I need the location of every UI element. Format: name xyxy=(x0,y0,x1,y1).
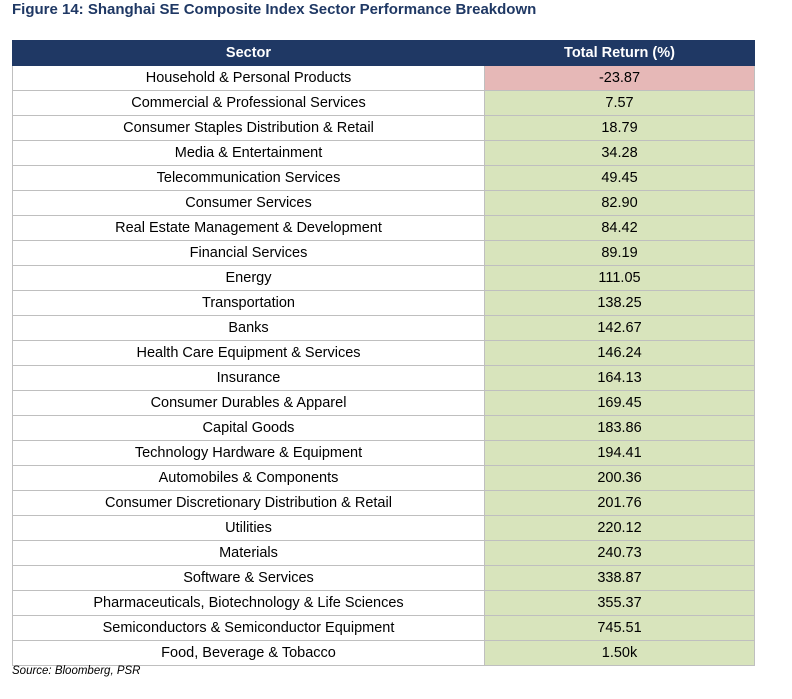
sector-name-cell: Consumer Durables & Apparel xyxy=(12,390,485,416)
total-return-cell: 355.37 xyxy=(484,590,755,616)
sector-name-cell: Materials xyxy=(12,540,485,566)
sector-name-cell: Banks xyxy=(12,315,485,341)
total-return-cell: 49.45 xyxy=(484,165,755,191)
table-row: Commercial & Professional Services 7.57 xyxy=(12,90,755,116)
table-row: Consumer Staples Distribution & Retail 18… xyxy=(12,115,755,141)
table-row: Consumer Discretionary Distribution & Re… xyxy=(12,490,755,516)
sector-name-cell: Automobiles & Components xyxy=(12,465,485,491)
table-row: Capital Goods 183.86 xyxy=(12,415,755,441)
total-return-cell: 169.45 xyxy=(484,390,755,416)
total-return-cell: 84.42 xyxy=(484,215,755,241)
total-return-cell: 194.41 xyxy=(484,440,755,466)
table-row: Pharmaceuticals, Biotechnology & Life Sc… xyxy=(12,590,755,616)
table-row: Health Care Equipment & Services 146.24 xyxy=(12,340,755,366)
table-row: Software & Services 338.87 xyxy=(12,565,755,591)
table-header-row: Sector Total Return (%) xyxy=(12,40,755,66)
sector-name-cell: Food, Beverage & Tobacco xyxy=(12,640,485,666)
sector-name-cell: Semiconductors & Semiconductor Equipment xyxy=(12,615,485,641)
total-return-cell: 111.05 xyxy=(484,265,755,291)
total-return-cell: -23.87 xyxy=(484,65,755,91)
sector-name-cell: Energy xyxy=(12,265,485,291)
figure-title: Figure 14: Shanghai SE Composite Index S… xyxy=(12,1,537,18)
total-return-cell: 201.76 xyxy=(484,490,755,516)
table-row: Telecommunication Services 49.45 xyxy=(12,165,755,191)
table-row: Energy 111.05 xyxy=(12,265,755,291)
total-return-cell: 200.36 xyxy=(484,465,755,491)
source-note: Source: Bloomberg, PSR xyxy=(12,665,141,677)
table-row: Technology Hardware & Equipment 194.41 xyxy=(12,440,755,466)
table-row: Materials 240.73 xyxy=(12,540,755,566)
table-row: Utilities 220.12 xyxy=(12,515,755,541)
total-return-cell: 240.73 xyxy=(484,540,755,566)
sector-performance-table: Sector Total Return (%) Household & Pers… xyxy=(12,40,755,666)
total-return-cell: 82.90 xyxy=(484,190,755,216)
sector-name-cell: Consumer Services xyxy=(12,190,485,216)
sector-name-cell: Commercial & Professional Services xyxy=(12,90,485,116)
total-return-cell: 18.79 xyxy=(484,115,755,141)
table-row: Consumer Services 82.90 xyxy=(12,190,755,216)
total-return-cell: 220.12 xyxy=(484,515,755,541)
sector-name-cell: Transportation xyxy=(12,290,485,316)
total-return-cell: 34.28 xyxy=(484,140,755,166)
table-row: Consumer Durables & Apparel 169.45 xyxy=(12,390,755,416)
table-row: Food, Beverage & Tobacco 1.50k xyxy=(12,640,755,666)
sector-name-cell: Insurance xyxy=(12,365,485,391)
sector-name-cell: Real Estate Management & Development xyxy=(12,215,485,241)
total-return-cell: 142.67 xyxy=(484,315,755,341)
total-return-cell: 338.87 xyxy=(484,565,755,591)
table-row: Semiconductors & Semiconductor Equipment… xyxy=(12,615,755,641)
total-return-cell: 146.24 xyxy=(484,340,755,366)
table-row: Media & Entertainment 34.28 xyxy=(12,140,755,166)
table-row: Banks 142.67 xyxy=(12,315,755,341)
table-row: Real Estate Management & Development 84.4… xyxy=(12,215,755,241)
sector-name-cell: Household & Personal Products xyxy=(12,65,485,91)
sector-name-cell: Utilities xyxy=(12,515,485,541)
table-row: Automobiles & Components 200.36 xyxy=(12,465,755,491)
header-sector: Sector xyxy=(12,40,485,66)
sector-name-cell: Media & Entertainment xyxy=(12,140,485,166)
sector-name-cell: Technology Hardware & Equipment xyxy=(12,440,485,466)
table-row: Household & Personal Products -23.87 xyxy=(12,65,755,91)
sector-name-cell: Consumer Staples Distribution & Retail xyxy=(12,115,485,141)
table-row: Insurance 164.13 xyxy=(12,365,755,391)
sector-name-cell: Health Care Equipment & Services xyxy=(12,340,485,366)
sector-name-cell: Pharmaceuticals, Biotechnology & Life Sc… xyxy=(12,590,485,616)
sector-name-cell: Financial Services xyxy=(12,240,485,266)
table-row: Financial Services 89.19 xyxy=(12,240,755,266)
header-total-return: Total Return (%) xyxy=(484,40,755,66)
total-return-cell: 164.13 xyxy=(484,365,755,391)
table-body: Household & Personal Products -23.87 Comme… xyxy=(12,65,755,666)
total-return-cell: 89.19 xyxy=(484,240,755,266)
total-return-cell: 745.51 xyxy=(484,615,755,641)
sector-name-cell: Capital Goods xyxy=(12,415,485,441)
table-row: Transportation 138.25 xyxy=(12,290,755,316)
total-return-cell: 183.86 xyxy=(484,415,755,441)
total-return-cell: 138.25 xyxy=(484,290,755,316)
sector-name-cell: Telecommunication Services xyxy=(12,165,485,191)
sector-name-cell: Consumer Discretionary Distribution & Re… xyxy=(12,490,485,516)
total-return-cell: 7.57 xyxy=(484,90,755,116)
total-return-cell: 1.50k xyxy=(484,640,755,666)
sector-name-cell: Software & Services xyxy=(12,565,485,591)
